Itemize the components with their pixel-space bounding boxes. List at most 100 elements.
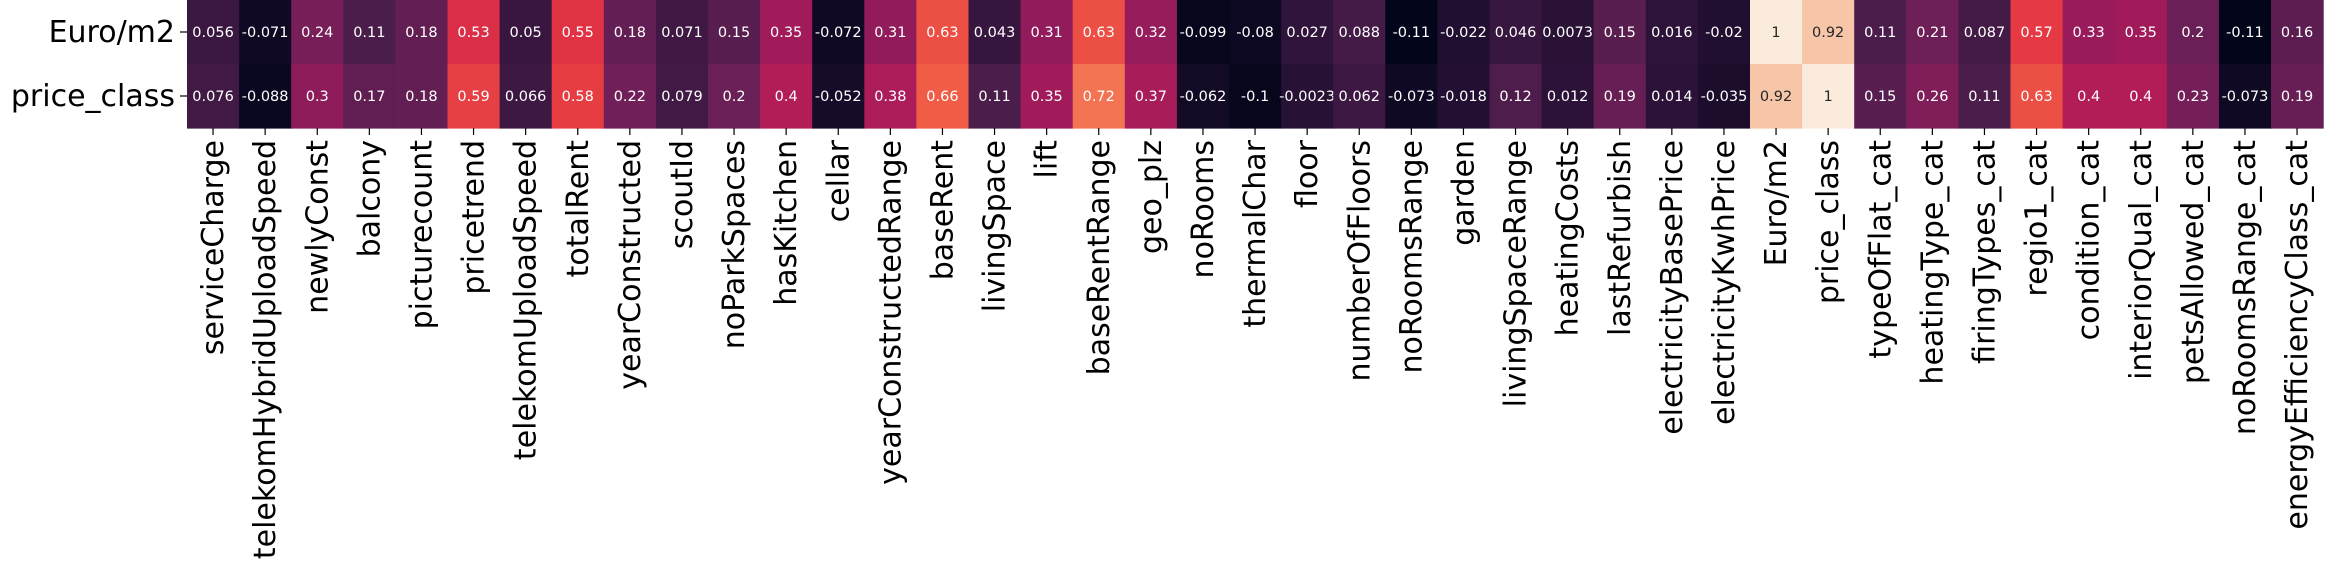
heatmap-cell [708, 0, 761, 65]
x-tick-label: condition_cat [2072, 140, 2107, 341]
cell-value-label: -0.11 [1393, 25, 1431, 41]
x-tick-label: interiorQual_cat [2124, 140, 2159, 380]
heatmap-cell [1333, 0, 1386, 65]
x-tick-label: telekomHybridUploadSpeed [248, 140, 283, 559]
cell-value-label: 0.21 [1916, 25, 1948, 41]
cell-value-label: 0.066 [505, 89, 547, 105]
heatmap-cell [1437, 0, 1491, 65]
x-tick-label: hasKitchen [769, 140, 804, 306]
cell-value-label: 0.2 [723, 89, 746, 105]
x-tick-label: livingSpaceRange [1499, 140, 1534, 407]
cell-value-label: 0.043 [974, 25, 1016, 41]
cell-value-label: 0.57 [2020, 25, 2052, 41]
heatmap-cell [1854, 64, 1907, 129]
cell-value-label: 0.079 [661, 89, 703, 105]
x-tick-label: newlyConst [300, 140, 335, 314]
cell-value-label: 0.33 [2073, 25, 2105, 41]
heatmap-cell [1072, 64, 1126, 129]
heatmap-cell [2062, 0, 2116, 65]
x-tick-label: petsAllowed_cat [2176, 140, 2211, 384]
x-tick-label: garden [1446, 140, 1481, 246]
cell-value-label: 0.11 [353, 25, 385, 41]
heatmap-cell [1958, 64, 2012, 129]
x-tick-label: picturecount [404, 140, 439, 330]
cell-value-label: -0.0023 [1279, 89, 1335, 105]
heatmap-cell [1176, 0, 1230, 65]
cell-value-label: 0.027 [1286, 25, 1328, 41]
cell-value-label: -0.073 [2222, 89, 2269, 105]
cell-value-label: 0.071 [661, 25, 703, 41]
cell-value-label: -0.072 [815, 25, 862, 41]
x-tick-label: yearConstructedRange [873, 140, 908, 485]
heatmap-cell [1072, 0, 1126, 65]
heatmap-cell [2271, 64, 2324, 129]
x-tick-label: balcony [352, 140, 387, 257]
cell-value-label: 0.17 [353, 89, 385, 105]
heatmap-cell [499, 0, 553, 65]
heatmap-cell [2114, 0, 2168, 65]
x-tick-label: cellar [821, 139, 856, 222]
x-tick-label: livingSpace [978, 140, 1013, 312]
x-tick-label: yearConstructed [613, 140, 648, 390]
cell-value-label: 0.92 [1812, 25, 1844, 41]
x-tick-label: noRoomsRange [1394, 140, 1429, 374]
cell-value-label: 0.58 [562, 89, 594, 105]
x-tick-label: heatingCosts [1551, 140, 1586, 336]
cell-value-label: 0.38 [874, 89, 906, 105]
heatmap-cell [864, 0, 917, 65]
heatmap-cell [1124, 0, 1178, 65]
heatmap-cell [1750, 0, 1803, 65]
x-tick-label: floor [1290, 139, 1325, 208]
x-tick-label: heatingType_cat [1915, 140, 1950, 385]
cell-value-label: -0.052 [815, 89, 862, 105]
heatmap-cell [1645, 64, 1699, 129]
x-tick-label: totalRent [561, 140, 596, 278]
cell-value-label: 0.35 [1031, 89, 1063, 105]
heatmap-cell [551, 64, 605, 129]
heatmap-cell [447, 0, 501, 65]
cell-value-label: 1 [1771, 25, 1780, 41]
cell-value-label: 0.016 [1651, 25, 1693, 41]
cell-value-label: 0.16 [2281, 25, 2313, 41]
heatmap-cell [1281, 0, 1334, 65]
heatmap-cell [2010, 0, 2064, 65]
x-tick-label: telekomUploadSpeed [509, 140, 544, 460]
heatmap-cell [551, 0, 605, 65]
heatmap-cell [2114, 64, 2168, 129]
x-tick-label: firingTypes_cat [1967, 140, 2002, 364]
x-tick-label: noRooms [1186, 140, 1221, 278]
x-tick-label: Euro/m2 [1759, 140, 1794, 266]
x-tick-label: electricityBasePrice [1655, 140, 1690, 435]
heatmap-cell [1385, 0, 1438, 65]
cell-value-label: 0.11 [1968, 89, 2000, 105]
x-tick-label: lastRefurbish [1603, 140, 1638, 336]
heatmap-cell [2271, 0, 2324, 65]
heatmap-cell [1958, 0, 2012, 65]
cell-value-label: 0.23 [2177, 89, 2209, 105]
cell-value-label: -0.073 [1388, 89, 1435, 105]
column-labels: serviceCharge telekomHybridUploadSpeed new… [196, 128, 2315, 559]
cell-value-label: 0.0073 [1542, 25, 1593, 41]
heatmap-cell [1906, 0, 1959, 65]
x-tick-label: energyEfficiencyClass_cat [2280, 140, 2315, 530]
cell-value-label: 0.31 [1031, 25, 1063, 41]
heatmap-cell [1124, 64, 1178, 129]
heatmap-cells: 0.056 -0.071 0.24 0.11 0.18 0.53 0.05 0.55 0.18 0… [187, 0, 2324, 129]
cell-value-label: 0.076 [192, 89, 234, 105]
heatmap-cell [1020, 64, 1074, 129]
heatmap-cell [1906, 64, 1959, 129]
heatmap-cell [968, 0, 1022, 65]
cell-value-label: 0.31 [874, 25, 906, 41]
cell-value-label: 0.63 [1083, 25, 1115, 41]
cell-value-label: 0.37 [1135, 89, 1167, 105]
heatmap-cell [1020, 0, 1074, 65]
cell-value-label: 0.088 [1338, 25, 1380, 41]
heatmap-cell [343, 64, 396, 129]
cell-value-label: 0.15 [1604, 25, 1636, 41]
heatmap-cell [187, 64, 240, 129]
cell-value-label: 0.4 [2129, 89, 2152, 105]
cell-value-label: 0.24 [301, 25, 333, 41]
cell-value-label: 0.19 [2281, 89, 2313, 105]
heatmap-cell [1854, 0, 1907, 65]
heatmap-cell [1281, 64, 1334, 129]
